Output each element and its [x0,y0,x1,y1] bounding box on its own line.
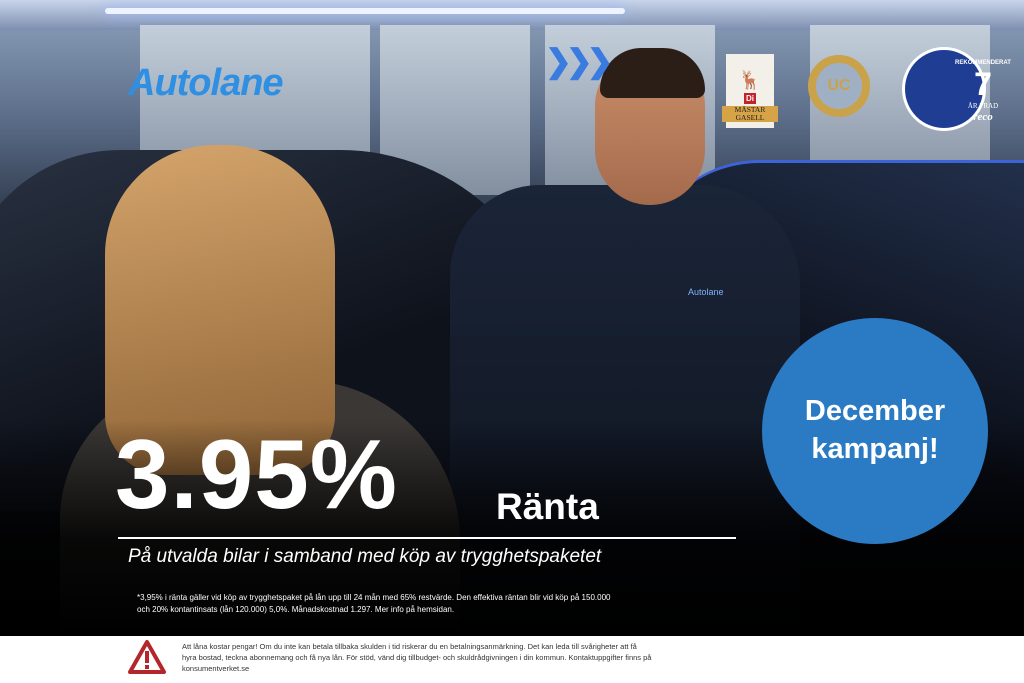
uc-label: UC [827,77,851,94]
autolane-logo: Autolane [128,62,284,104]
promo-line1: December [804,395,946,428]
december-promo-badge: December kampanj! [762,318,988,544]
di-label: Di [744,93,756,104]
offer-subline: På utvalda bilar i samband med köp av tr… [128,546,602,567]
credit-warning-bar: Att låna kostar pengar! Om du inte kan b… [0,636,1024,683]
mastar-gasell-badge: 🦌 Di MÄSTAR GASELL [722,54,778,128]
gasell-line2: GASELL [722,114,778,122]
reco-top: REKOMMENDERAT [955,60,1011,66]
offer-disclaimer: *3,95% i ränta gäller vid köp av trygghe… [137,593,611,614]
reco-number: 7 [974,66,992,102]
divider [118,537,736,539]
gazelle-icon: 🦌 [738,70,762,90]
chevrons-icon: ❯❯❯ [545,43,613,79]
reco-badge: REKOMMENDERAT 7 ÅR I RAD reco [902,47,1011,131]
interest-rate: 3.95% [115,419,398,529]
gasell-line1: MÄSTAR [722,106,778,114]
ceiling-light [105,8,625,14]
reco-brand: reco [973,111,993,123]
promo-line2: kampanj! [811,433,939,465]
salesman-hair [600,48,705,98]
warning-triangle-icon [128,640,166,674]
uc-badge: UC [808,55,870,117]
warning-text: Att låna kostar pengar! Om du inte kan b… [182,642,652,673]
jacket-logo: Autolane [688,287,724,297]
reco-subtitle: ÅR I RAD [967,102,999,110]
interest-rate-label: Ränta [496,486,599,527]
